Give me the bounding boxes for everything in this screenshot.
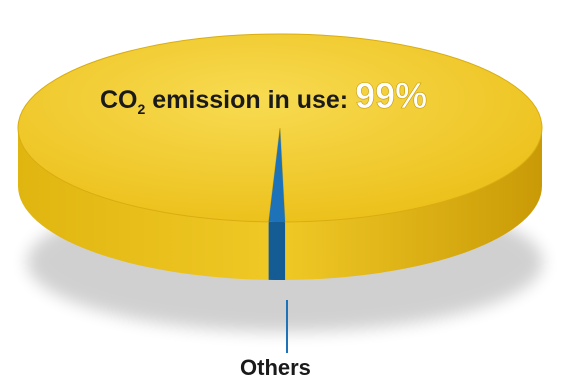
- co2-value-label: 99%: [355, 75, 427, 116]
- co2-label-suffix: emission in use:: [145, 86, 355, 114]
- pie-slice-side-co2: [18, 128, 542, 280]
- co2-label-subscript: 2: [138, 101, 146, 117]
- pie-slice-co2-emission: [17, 33, 543, 223]
- pie-slice-others: [268, 128, 286, 222]
- co2-label-prefix: CO: [100, 86, 138, 114]
- others-label: Others: [240, 355, 311, 380]
- co2-label: CO2 emission in use: 99%: [100, 75, 427, 117]
- pie-slice-side-others: [268, 221, 286, 280]
